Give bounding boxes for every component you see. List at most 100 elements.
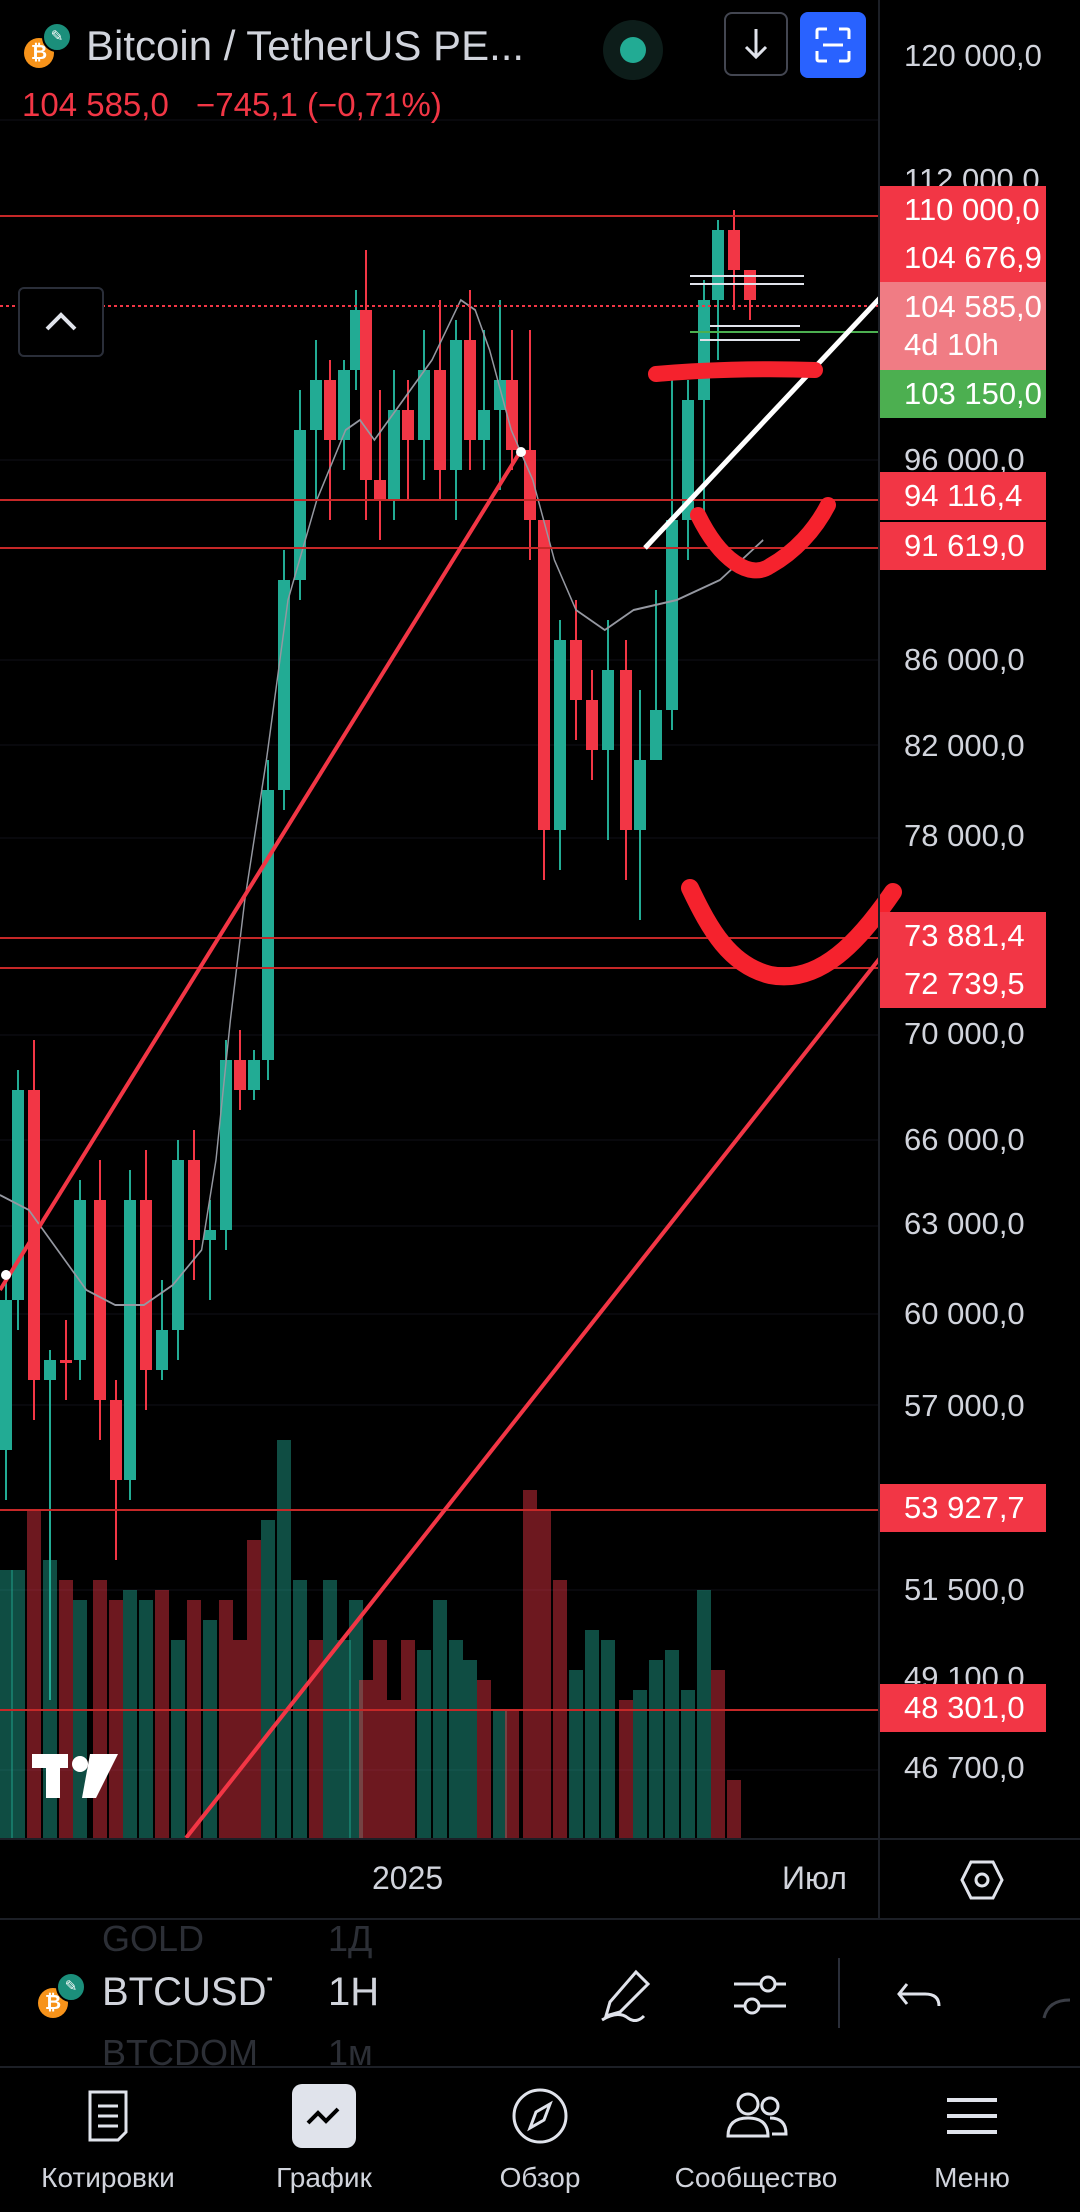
redo-button[interactable] [1040,1984,1080,2024]
volume-bar [11,1570,25,1838]
candle-body [172,1160,184,1330]
market-status-indicator[interactable] [603,20,663,80]
horizontal-levels [0,215,880,1711]
price-tick: 78 000,0 [904,818,1025,853]
watchlist-icon [76,2084,140,2148]
symbol-title[interactable]: Bitcoin / TetherUS PE... [86,22,525,69]
volume-bar [219,1600,233,1838]
candle-body [44,1360,56,1380]
drawn-check-mark-large [681,879,902,986]
candle-body [60,1360,72,1363]
volume-bar [505,1710,519,1838]
symbol-picker[interactable]: BTCUSDT [102,1970,272,2014]
nav-quotes[interactable]: Котировки [0,2068,216,2212]
volume-bar [633,1690,647,1838]
hamburger-icon [940,2084,1004,2148]
volume-bar [187,1600,201,1838]
candle-body [324,380,336,440]
nav-chart[interactable]: График [216,2068,432,2212]
candle-body [712,230,724,300]
volume-bar [73,1600,87,1838]
chart-icon [292,2084,356,2148]
price-tick: 70 000,0 [904,1016,1025,1051]
price-tick: 46 700,0 [904,1750,1025,1785]
candle-body [728,230,740,270]
nav-menu[interactable]: Меню [864,2068,1080,2212]
nav-explore[interactable]: Обзор [432,2068,648,2212]
arrow-down-icon [744,29,768,60]
candle-body [338,370,350,440]
price-label-level: 48 301,0 [880,1684,1046,1732]
exchange-badge-icon: ✎ [56,1972,86,2002]
candle-body [188,1160,200,1240]
candle-body [360,310,372,480]
nav-community[interactable]: Сообщество [648,2068,864,2212]
moving-average-line [0,298,764,1306]
drawn-dash-mark [648,361,823,382]
candle-body [682,400,694,520]
candle-body [450,340,462,470]
trendline-handle[interactable] [1,1270,11,1280]
candle-body [434,370,446,470]
fullscreen-button[interactable] [800,12,866,78]
interval-picker[interactable]: 1H [328,1970,380,2014]
price-chart[interactable] [0,0,1080,1838]
volume-bar [373,1640,387,1838]
volume-bar [401,1640,415,1838]
undo-icon [897,1983,941,2007]
volume-bar [523,1490,537,1838]
tradingview-logo [30,1750,124,1802]
candle-body [294,430,306,580]
chart-settings-button[interactable] [960,1858,1004,1907]
candle-body [554,640,566,830]
volume-bar [359,1680,373,1838]
volume-bar [493,1710,507,1838]
volume-bars [0,1440,741,1838]
candle-body [402,410,414,440]
volume-bar [123,1590,137,1838]
collapse-button[interactable] [18,287,104,357]
trendline-handle[interactable] [516,447,526,457]
time-axis[interactable]: 2025 Июл [0,1838,1080,1920]
volume-bar [477,1680,491,1838]
price-tick: 63 000,0 [904,1206,1025,1241]
nav-label: График [276,2162,372,2193]
price-tick: 96 000,0 [904,442,1025,477]
candle-body [220,1060,232,1230]
drawing-tools-button[interactable] [586,1954,666,2034]
volume-bar [601,1640,615,1838]
price-scale[interactable]: 120 000,0 112 000,0 96 000,0 86 000,0 82… [0,0,1080,1838]
candle-body [278,580,290,790]
fullscreen-icon [815,27,851,63]
volume-bar [569,1670,583,1838]
candle-body [666,520,678,710]
price-tick: 60 000,0 [904,1296,1025,1331]
candle-body [586,700,598,750]
community-icon [724,2084,788,2148]
candle-body [634,760,646,830]
ghost-symbol-above: GOLD [102,1918,205,1959]
volume-bar [233,1640,247,1838]
volume-bar [537,1510,551,1838]
bar-countdown: 4d 10h [904,327,999,362]
white-level-lines [690,275,804,341]
volume-bar [649,1660,663,1838]
indicators-button[interactable] [720,1954,800,2034]
price-tick: 51 500,0 [904,1572,1025,1607]
volume-bar [681,1690,695,1838]
candle-body [0,1300,12,1450]
bottom-navigation: Котировки График Обзор Сообщество [0,2066,1080,2210]
candle-body [464,340,476,440]
undo-button[interactable] [880,1954,960,2034]
volume-bar [261,1520,275,1838]
trendline-white [643,296,882,550]
candlestick-series [0,210,756,1700]
price-label-level: 94 116,4 [880,472,1046,520]
sliders-icon [734,1975,786,2015]
download-button[interactable] [724,12,788,76]
candle-body [140,1200,152,1370]
candle-body [538,520,550,830]
nav-label: Меню [934,2162,1010,2193]
toolbar-divider [838,1958,840,2028]
volume-bar [387,1700,401,1838]
